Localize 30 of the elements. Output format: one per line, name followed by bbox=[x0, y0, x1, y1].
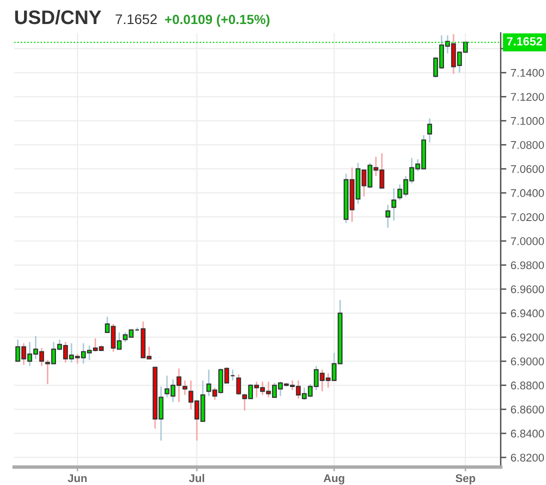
y-tick-label: 6.8400 bbox=[510, 430, 544, 438]
candlestick bbox=[427, 118, 432, 144]
y-tick-label: 7.0600 bbox=[510, 165, 544, 173]
y-tick-label: 7.0400 bbox=[510, 189, 544, 198]
y-tick-label: 7.1400 bbox=[510, 68, 544, 77]
y-tick-label: 6.9200 bbox=[510, 333, 544, 342]
y-tick-label: 6.8600 bbox=[510, 406, 544, 414]
y-tick-label: 7.0800 bbox=[510, 141, 544, 149]
y-tick-label: 6.8800 bbox=[510, 382, 544, 390]
y-tick-label: 6.9000 bbox=[510, 358, 544, 366]
y-tick-label: 7.0000 bbox=[510, 237, 544, 246]
candlestick bbox=[236, 374, 242, 396]
ref-line-label: 7.1652 bbox=[507, 37, 542, 46]
y-tick-label: 6.9800 bbox=[510, 261, 544, 270]
candlestick bbox=[182, 380, 188, 396]
y-tick-label: 6.8200 bbox=[510, 454, 544, 462]
y-tick-label: 6.9400 bbox=[510, 309, 544, 318]
x-tick-label: Sep bbox=[456, 474, 476, 484]
x-tick-label: Aug bbox=[324, 474, 344, 484]
chart-subtitle: 7.1652 bbox=[116, 14, 157, 24]
y-tick-label: 7.0200 bbox=[510, 213, 544, 222]
x-tick-label: Jul bbox=[188, 474, 204, 482]
y-tick-label: 7.1200 bbox=[510, 92, 544, 101]
x-tick-label: Jun bbox=[68, 474, 87, 482]
candlestick bbox=[391, 187, 396, 222]
y-tick-label: 6.9600 bbox=[510, 285, 544, 294]
text: +0.0109 (+0.15%) bbox=[165, 14, 270, 27]
y-tick-label: 7.1000 bbox=[510, 117, 544, 125]
candlestick bbox=[385, 204, 390, 228]
chart-title: USD/CNY bbox=[15, 10, 102, 24]
